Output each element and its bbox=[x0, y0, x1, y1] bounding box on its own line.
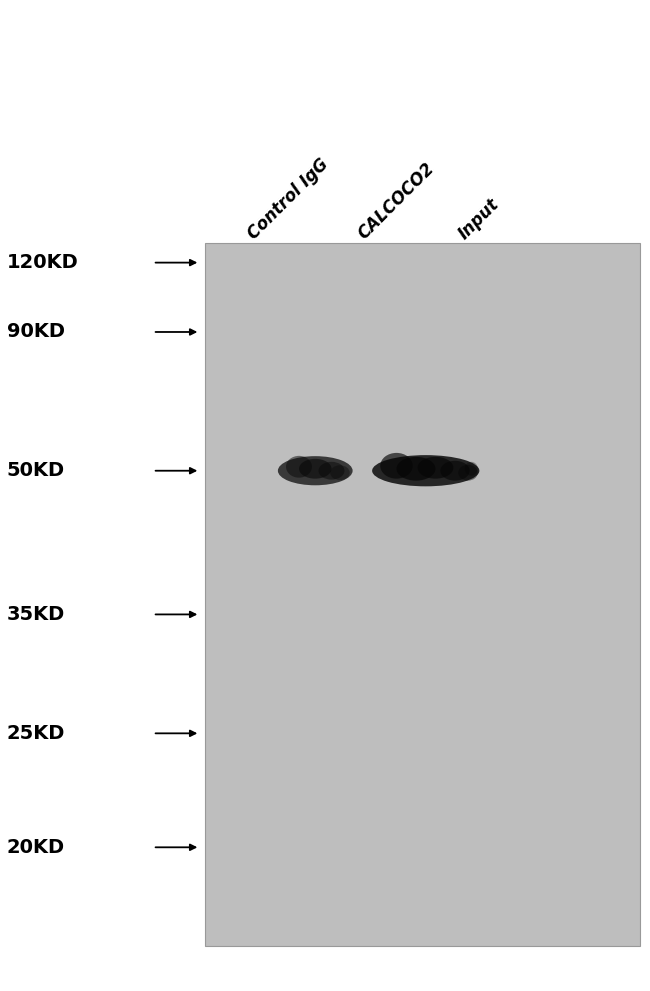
Ellipse shape bbox=[417, 457, 454, 479]
Ellipse shape bbox=[380, 453, 413, 479]
Text: Input: Input bbox=[455, 195, 503, 243]
Ellipse shape bbox=[330, 466, 350, 481]
Ellipse shape bbox=[299, 459, 332, 479]
Text: CALCOCO2: CALCOCO2 bbox=[354, 160, 438, 243]
Bar bbox=[205, 243, 640, 946]
Ellipse shape bbox=[396, 457, 436, 481]
Ellipse shape bbox=[278, 456, 352, 486]
Text: 120KD: 120KD bbox=[6, 253, 78, 273]
Ellipse shape bbox=[372, 455, 480, 487]
Ellipse shape bbox=[286, 456, 312, 478]
Ellipse shape bbox=[318, 462, 344, 480]
Ellipse shape bbox=[441, 461, 470, 481]
Text: 90KD: 90KD bbox=[6, 322, 64, 342]
Text: 35KD: 35KD bbox=[6, 605, 65, 624]
Ellipse shape bbox=[465, 462, 478, 476]
Text: 25KD: 25KD bbox=[6, 723, 65, 743]
Text: 20KD: 20KD bbox=[6, 837, 64, 857]
Ellipse shape bbox=[458, 465, 478, 481]
Text: 50KD: 50KD bbox=[6, 461, 64, 481]
Text: Control IgG: Control IgG bbox=[244, 155, 332, 243]
